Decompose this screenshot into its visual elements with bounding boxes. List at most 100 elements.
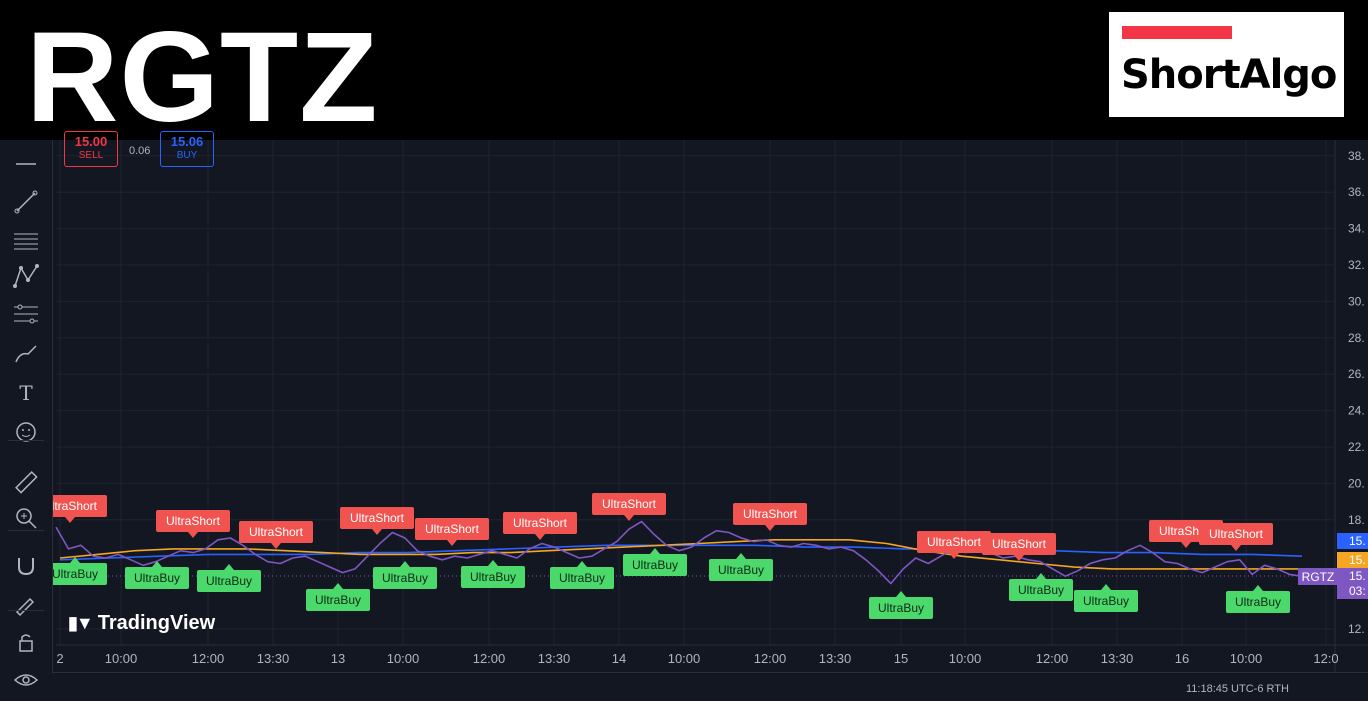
brand-logo: ShortAlgo bbox=[1109, 12, 1344, 117]
time-tick-label: 13:30 bbox=[1101, 651, 1134, 666]
ultrashort-signal: UltraShort bbox=[917, 531, 991, 559]
price-tag-text: 15. bbox=[1349, 534, 1366, 548]
chart-grid bbox=[56, 140, 1334, 645]
trendline-icon[interactable] bbox=[10, 186, 42, 218]
session-timestamp: 11:18:45 UTC-6 RTH bbox=[1186, 683, 1289, 695]
crosshair-icon[interactable] bbox=[10, 148, 42, 180]
ultrabuy-signal: UltraBuy bbox=[1226, 585, 1290, 613]
time-tick-label: 16 bbox=[1175, 651, 1189, 666]
brand-logo-bar bbox=[1122, 26, 1232, 39]
price-tag-bg bbox=[1337, 568, 1368, 584]
lock-icon[interactable] bbox=[10, 626, 42, 658]
signal-label-bg bbox=[1074, 590, 1138, 612]
ultrabuy-signal: UltraBuy bbox=[125, 561, 189, 589]
lock-draw-icon[interactable] bbox=[10, 588, 42, 620]
zoom-icon[interactable] bbox=[10, 502, 42, 534]
signal-label-text: UltraBuy bbox=[718, 563, 764, 577]
price-tick-label: 30. bbox=[1348, 294, 1365, 308]
price-line bbox=[55, 520, 1303, 585]
ultrabuy-signal: UltraBuy bbox=[623, 548, 687, 576]
time-tick-label: 12:00 bbox=[1036, 651, 1069, 666]
price-tick-label: 12. bbox=[1348, 622, 1365, 636]
spread-value: 0.06 bbox=[129, 145, 151, 157]
signal-label-bg bbox=[1009, 579, 1073, 601]
time-axis: 2 10:00 12:00 13:30 13 10:00 12:00 13:30 14 10:00… bbox=[56, 644, 1368, 666]
tradingview-logo-icon: ▮▼ bbox=[68, 613, 94, 633]
time-tick-label: 13:30 bbox=[819, 651, 852, 666]
signal-label-bg bbox=[125, 567, 189, 589]
signal-pointer bbox=[65, 517, 75, 523]
time-tick-label: 10:00 bbox=[387, 651, 420, 666]
signal-label-bg bbox=[503, 512, 577, 534]
signal-pointer bbox=[152, 561, 162, 567]
brush-icon[interactable] bbox=[10, 338, 42, 370]
signal-pointer bbox=[224, 564, 234, 570]
time-tick-label: 14 bbox=[612, 651, 626, 666]
price-tick-label: 22. bbox=[1348, 440, 1365, 454]
ultrashort-signal: UltraShort bbox=[1199, 523, 1273, 551]
signal-label-text: UltraShort bbox=[43, 499, 98, 513]
symbol-tag-bg bbox=[1298, 568, 1338, 585]
text-icon[interactable]: T bbox=[10, 376, 42, 408]
price-tick-label: 28. bbox=[1348, 331, 1365, 345]
symbol-tag-text: RGTZ bbox=[1302, 570, 1335, 584]
time-tick-label: 12:00 bbox=[754, 651, 787, 666]
ultrashort-signal: UltraShort bbox=[340, 507, 414, 535]
signal-pointer bbox=[372, 529, 382, 535]
ultrashort-signal: UltraShort bbox=[415, 518, 489, 546]
ruler-icon[interactable] bbox=[10, 466, 42, 498]
signal-label-text: UltraShort bbox=[425, 522, 480, 536]
signal-label-text: UltraBuy bbox=[878, 601, 924, 615]
price-tag-text: 15. bbox=[1349, 553, 1366, 567]
signal-label-text: UltraShort bbox=[166, 514, 221, 528]
ma-slow-line bbox=[59, 544, 1303, 561]
signal-pointer bbox=[188, 532, 198, 538]
time-tick-label: 13:30 bbox=[257, 651, 290, 666]
price-tick-label: 36. bbox=[1348, 185, 1365, 199]
sell-button[interactable]: 15.00 SELL bbox=[64, 131, 118, 167]
emoji-icon[interactable] bbox=[10, 416, 42, 448]
signal-pointer bbox=[488, 560, 498, 566]
signal-pointer bbox=[577, 561, 587, 567]
signal-label-bg bbox=[709, 559, 773, 581]
fib-icon[interactable] bbox=[10, 226, 42, 258]
signals-layer: UltraShort UltraBuy UltraShort UltraBuy Ultr… bbox=[33, 493, 1290, 619]
eye-icon[interactable] bbox=[10, 664, 42, 696]
signal-label-text: UltraBuy bbox=[470, 570, 516, 584]
signal-pointer bbox=[535, 534, 545, 540]
signal-label-text: UltraBuy bbox=[632, 558, 678, 572]
ultrabuy-signal: UltraBuy bbox=[306, 583, 370, 611]
signal-label-text: UltraShort bbox=[1209, 527, 1264, 541]
signal-pointer bbox=[271, 543, 281, 549]
signal-pointer bbox=[1036, 573, 1046, 579]
signal-label-bg bbox=[306, 589, 370, 611]
buy-button[interactable]: 15.06 BUY bbox=[160, 131, 214, 167]
series-layer bbox=[55, 520, 1334, 585]
svg-text:T: T bbox=[19, 381, 33, 405]
signal-label-text: UltraShort bbox=[927, 535, 982, 549]
time-tick-label: 10:00 bbox=[1230, 651, 1263, 666]
signal-pointer bbox=[896, 591, 906, 597]
magnet-icon[interactable] bbox=[10, 550, 42, 582]
ultrabuy-signal: UltraBuy bbox=[373, 561, 437, 589]
toolbar-separator bbox=[8, 610, 44, 611]
time-tick-label: 12:00 bbox=[473, 651, 506, 666]
time-tick-label: 10:00 bbox=[105, 651, 138, 666]
time-tick-label: 13:30 bbox=[538, 651, 571, 666]
signal-label-bg bbox=[1226, 591, 1290, 613]
signal-label-text: UltraShort bbox=[249, 525, 304, 539]
time-tick-label: 12:00 bbox=[192, 651, 225, 666]
forecast-icon[interactable] bbox=[10, 298, 42, 330]
tradingview-watermark: ▮▼ TradingView bbox=[68, 612, 215, 635]
ultrabuy-signal: UltraBuy bbox=[869, 591, 933, 619]
price-tick-label: 32. bbox=[1348, 258, 1365, 272]
toolbar-separator bbox=[8, 440, 44, 441]
ultrashort-signal: UltraShort bbox=[733, 503, 807, 531]
ultrabuy-signal: UltraBuy bbox=[550, 561, 614, 589]
signal-label-text: UltraBuy bbox=[134, 571, 180, 585]
ultrabuy-signal: UltraBuy bbox=[709, 553, 773, 581]
pattern-icon[interactable] bbox=[10, 260, 42, 292]
price-tick-label: 18. bbox=[1348, 513, 1365, 527]
signal-pointer bbox=[1181, 542, 1191, 548]
